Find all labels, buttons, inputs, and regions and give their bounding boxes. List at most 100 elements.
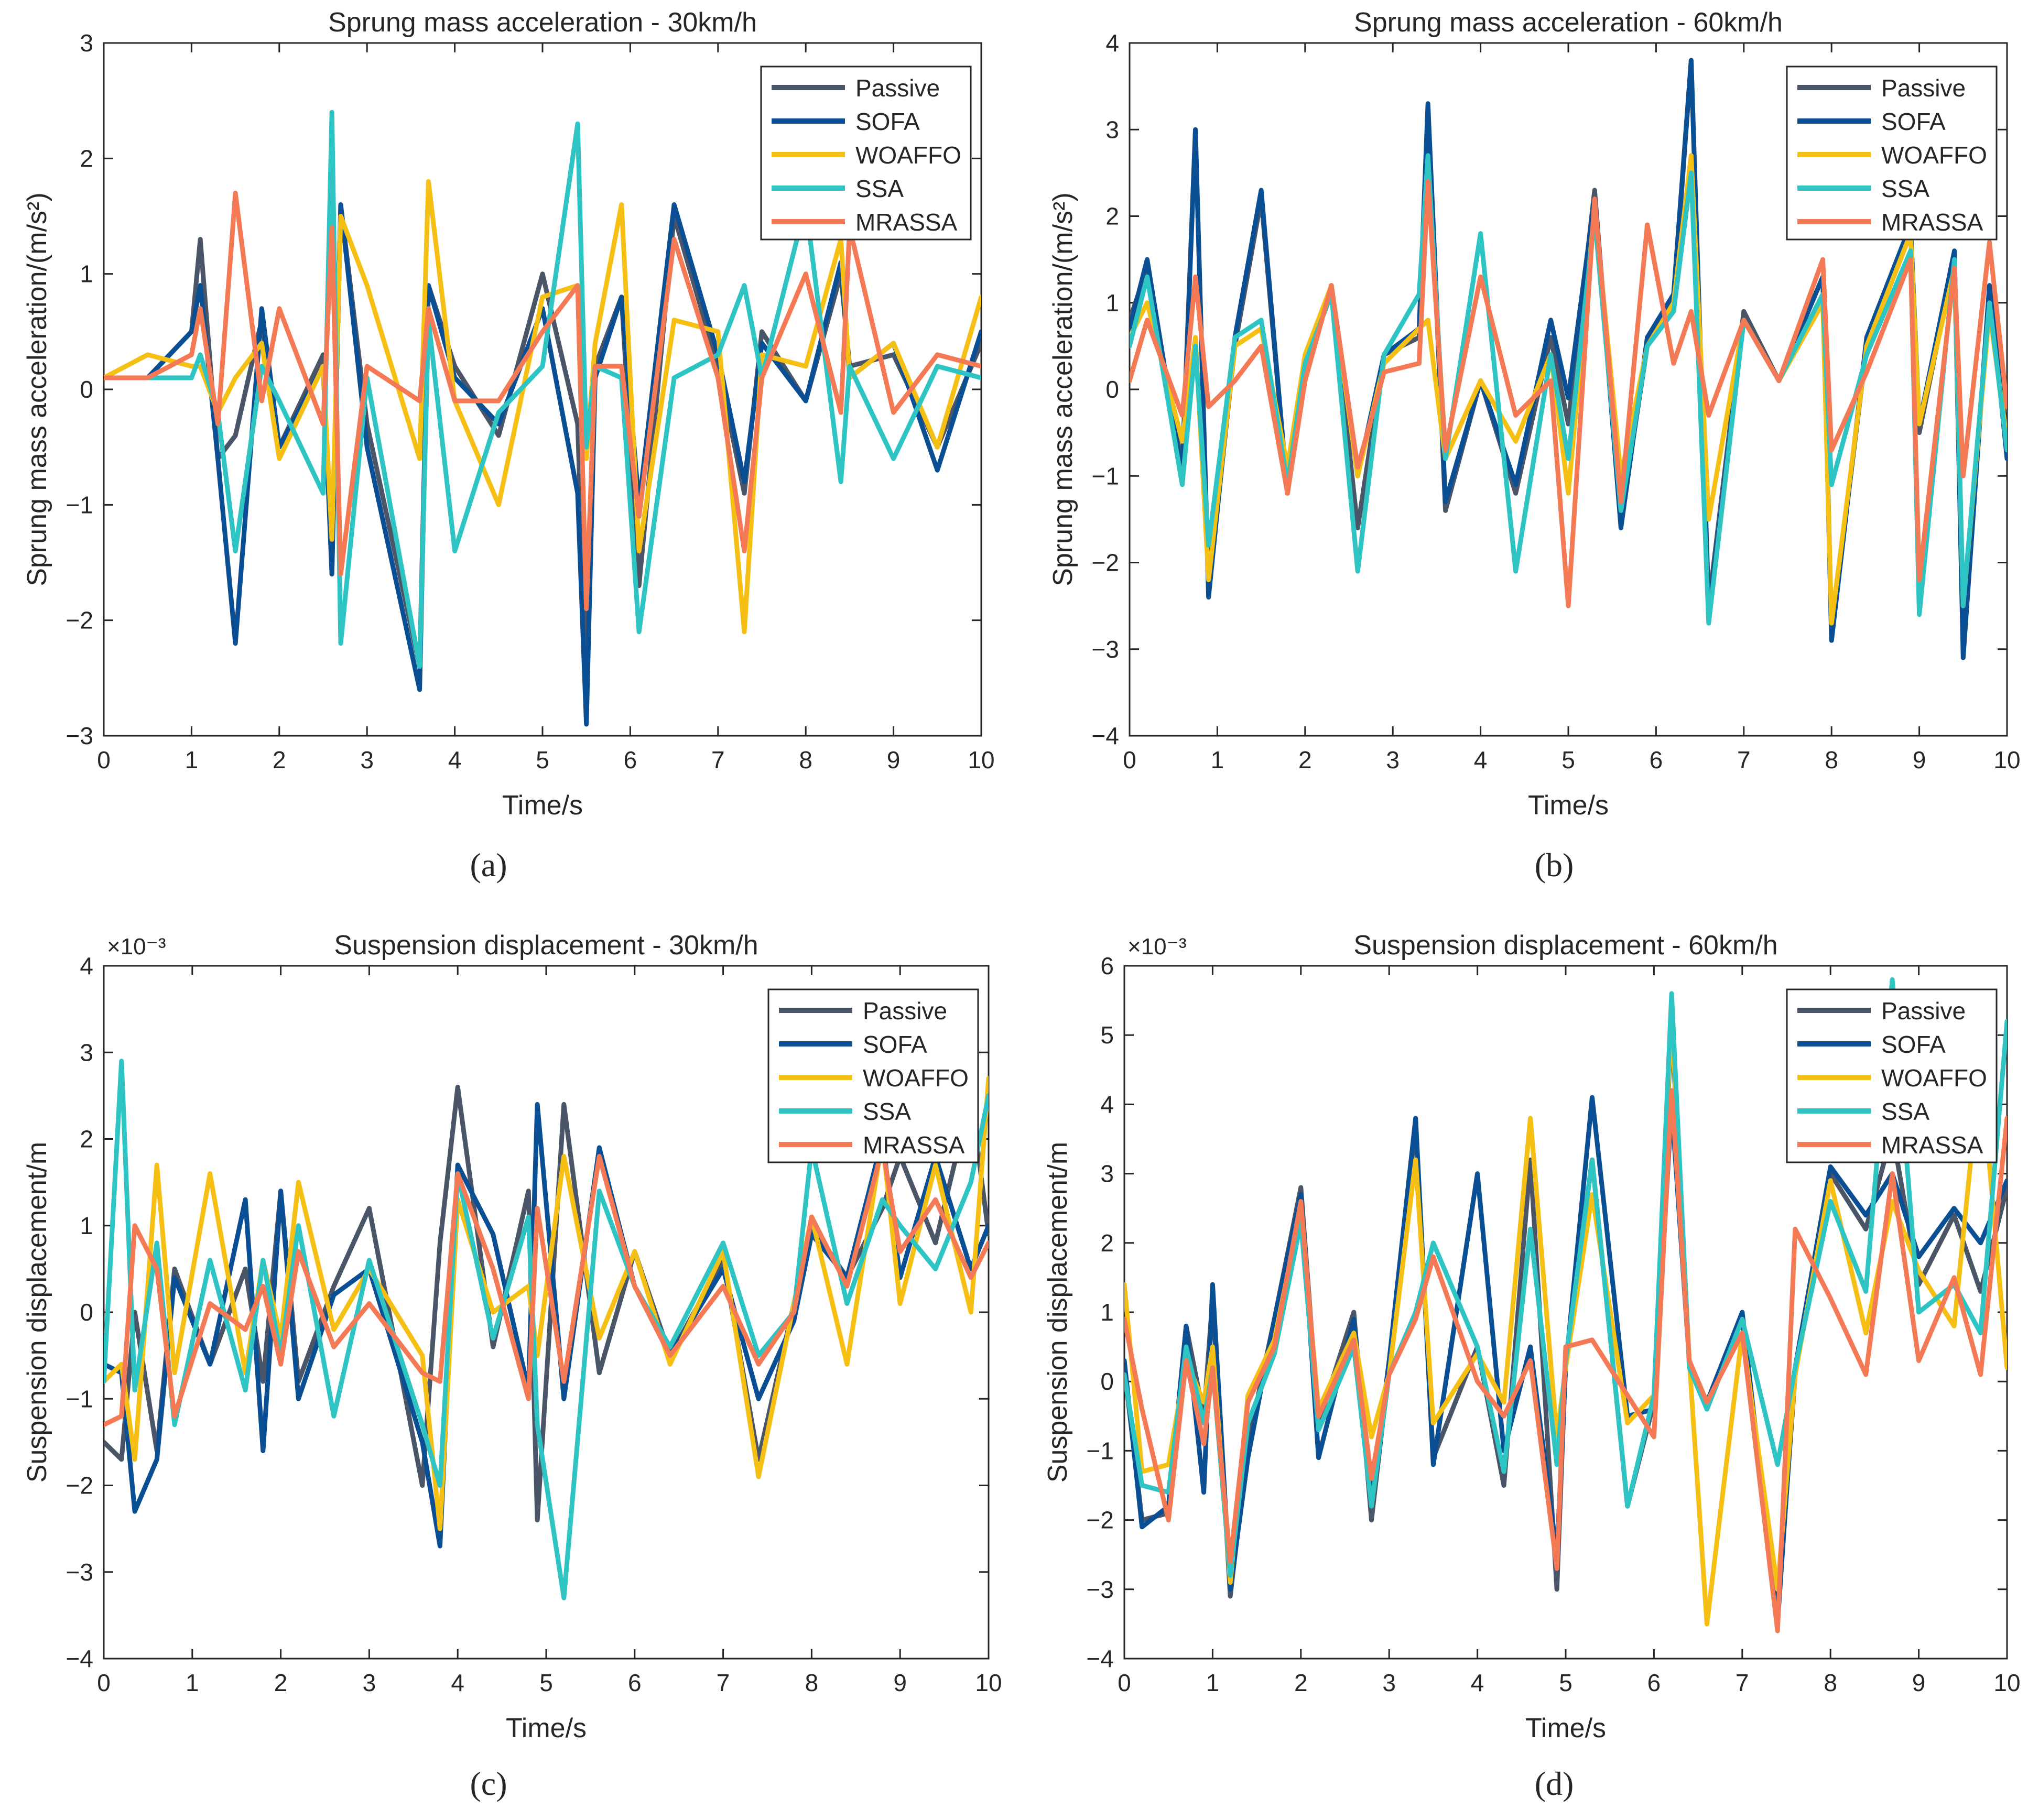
- series-line-woaffo: [1130, 153, 2007, 626]
- x-tick-label: 9: [893, 1669, 907, 1696]
- chart-panel-1: 0 1 2 3 4 5 6 7 8 9 10 −3 −2 −1 0 1 2 3 Sprung mass accele…: [22, 7, 995, 821]
- legend-entry-woaffo: WOAFFO: [1881, 1064, 1987, 1092]
- series-lines: [1124, 977, 2007, 1633]
- x-axis-label: Time/s: [502, 790, 583, 821]
- x-tick-label: 7: [711, 746, 725, 773]
- series-line-woaffo: [1124, 1012, 2007, 1627]
- legend-entry-passive: Passive: [855, 74, 940, 102]
- x-tick-label: 10: [968, 746, 994, 773]
- chart-panel-3: 0 1 2 3 4 5 6 7 8 9 10 −4 −3 −2 −1 0 1 2 3 4 Suspension disp…: [22, 930, 1002, 1743]
- x-tick-label: 8: [805, 1669, 819, 1696]
- y-axis-label: Suspension displacement/m: [22, 1142, 52, 1483]
- y-tick-label: −3: [1087, 1576, 1114, 1603]
- series-lines: [1130, 58, 2007, 660]
- x-tick-label: 9: [887, 746, 901, 773]
- x-axis-label: Time/s: [1528, 790, 1609, 821]
- axis-exponent-label: ×10⁻³: [107, 934, 166, 960]
- y-tick-label: 1: [80, 1212, 93, 1239]
- x-tick-label: 0: [1118, 1669, 1131, 1696]
- series-line-mrassa: [104, 1145, 989, 1427]
- legend-entry-mrassa: MRASSA: [1881, 1131, 1983, 1159]
- x-tick-label: 5: [539, 1669, 553, 1696]
- y-tick-label: −1: [1087, 1437, 1114, 1464]
- x-tick-label: 3: [1382, 1669, 1396, 1696]
- legend-entry-mrassa: MRASSA: [1881, 209, 1983, 236]
- y-tick-label: 5: [1100, 1021, 1114, 1049]
- x-tick-label: 6: [624, 746, 637, 773]
- y-tick-label: 1: [1100, 1299, 1114, 1326]
- chart-panel-2: 0 1 2 3 4 5 6 7 8 9 10 −4 −3 −2 −1 0 1 2 3 4 Sprung mass acc…: [1048, 7, 2021, 821]
- legend-entry-sofa: SOFA: [863, 1031, 927, 1058]
- y-tick-label: 0: [80, 1299, 93, 1326]
- chart-title: Suspension displacement - 60km/h: [1353, 930, 1777, 961]
- series-line-mrassa: [104, 190, 981, 612]
- series-line-ssa: [1130, 153, 2007, 626]
- y-tick-label: 6: [1100, 952, 1114, 979]
- panel-caption: (a): [470, 846, 507, 884]
- y-tick-label: 3: [80, 29, 93, 57]
- y-tick-label: −1: [1092, 462, 1119, 489]
- x-tick-label: 6: [628, 1669, 642, 1696]
- legend-entry-sofa: SOFA: [1881, 108, 1946, 135]
- y-tick-label: 4: [1105, 29, 1119, 57]
- x-tick-label: 10: [1993, 1669, 2020, 1696]
- chart-panel-4: 0 1 2 3 4 5 6 7 8 9 10 −4 −3 −2 −1 0 1 2 3 4 5 6 Suspension di…: [1043, 930, 2021, 1743]
- x-tick-label: 1: [1211, 746, 1224, 773]
- y-tick-label: 4: [1100, 1091, 1114, 1118]
- axis-exponent-label: ×10⁻³: [1127, 934, 1187, 960]
- x-tick-label: 9: [1912, 1669, 1926, 1696]
- x-tick-label: 0: [97, 746, 111, 773]
- y-tick-label: −2: [66, 607, 93, 634]
- series-lines: [104, 1059, 989, 1600]
- x-tick-label: 7: [1737, 746, 1751, 773]
- y-tick-label: −2: [1087, 1507, 1114, 1534]
- legend-entry-passive: Passive: [863, 997, 947, 1025]
- x-tick-label: 4: [451, 1669, 464, 1696]
- y-tick-label: 3: [1105, 116, 1119, 143]
- x-tick-label: 1: [185, 746, 199, 773]
- x-tick-label: 0: [97, 1669, 111, 1696]
- y-tick-label: 2: [1105, 203, 1119, 230]
- legend-entry-passive: Passive: [1881, 74, 1966, 102]
- chart-title: Sprung mass acceleration - 60km/h: [1354, 7, 1783, 38]
- series-line-sofa: [1124, 1095, 2007, 1627]
- chart-title: Sprung mass acceleration - 30km/h: [328, 7, 757, 38]
- legend: Passive SOFA WOAFFO SSA MRASSA: [767, 988, 979, 1163]
- x-tick-label: 6: [1650, 746, 1663, 773]
- series-line-ssa: [1124, 977, 2007, 1578]
- y-tick-label: 2: [80, 145, 93, 172]
- y-tick-label: 3: [1100, 1160, 1114, 1187]
- y-tick-label: −1: [66, 491, 93, 518]
- x-tick-label: 7: [717, 1669, 730, 1696]
- x-tick-label: 7: [1736, 1669, 1749, 1696]
- x-tick-label: 5: [536, 746, 549, 773]
- legend-entry-woaffo: WOAFFO: [855, 141, 961, 169]
- x-tick-label: 9: [1913, 746, 1926, 773]
- x-tick-label: 10: [1993, 746, 2020, 773]
- x-tick-label: 4: [1471, 1669, 1484, 1696]
- y-tick-label: −2: [1092, 549, 1119, 576]
- legend-entry-woaffo: WOAFFO: [863, 1064, 969, 1092]
- x-axis-label: Time/s: [1525, 1713, 1606, 1743]
- legend-entry-mrassa: MRASSA: [863, 1131, 965, 1159]
- y-tick-label: 0: [1105, 376, 1119, 403]
- y-tick-label: −2: [66, 1472, 93, 1499]
- panel-caption: (b): [1535, 846, 1574, 884]
- y-tick-label: 1: [80, 260, 93, 288]
- x-tick-label: 0: [1123, 746, 1136, 773]
- x-tick-label: 3: [363, 1669, 376, 1696]
- series-line-mrassa: [1124, 1088, 2007, 1633]
- x-tick-label: 1: [1206, 1669, 1220, 1696]
- legend-entry-ssa: SSA: [863, 1098, 911, 1125]
- series-line-woaffo: [104, 1076, 989, 1531]
- y-axis-label: Sprung mass acceleration/(m/s²): [1048, 192, 1078, 586]
- x-tick-label: 2: [274, 1669, 288, 1696]
- legend-entry-woaffo: WOAFFO: [1881, 141, 1987, 169]
- y-tick-label: −4: [66, 1645, 93, 1672]
- legend: Passive SOFA WOAFFO SSA MRASSA: [1786, 988, 1998, 1163]
- x-tick-label: 6: [1647, 1669, 1661, 1696]
- series-line-woaffo: [104, 179, 981, 635]
- x-tick-label: 4: [448, 746, 462, 773]
- legend-entry-ssa: SSA: [1881, 1098, 1929, 1125]
